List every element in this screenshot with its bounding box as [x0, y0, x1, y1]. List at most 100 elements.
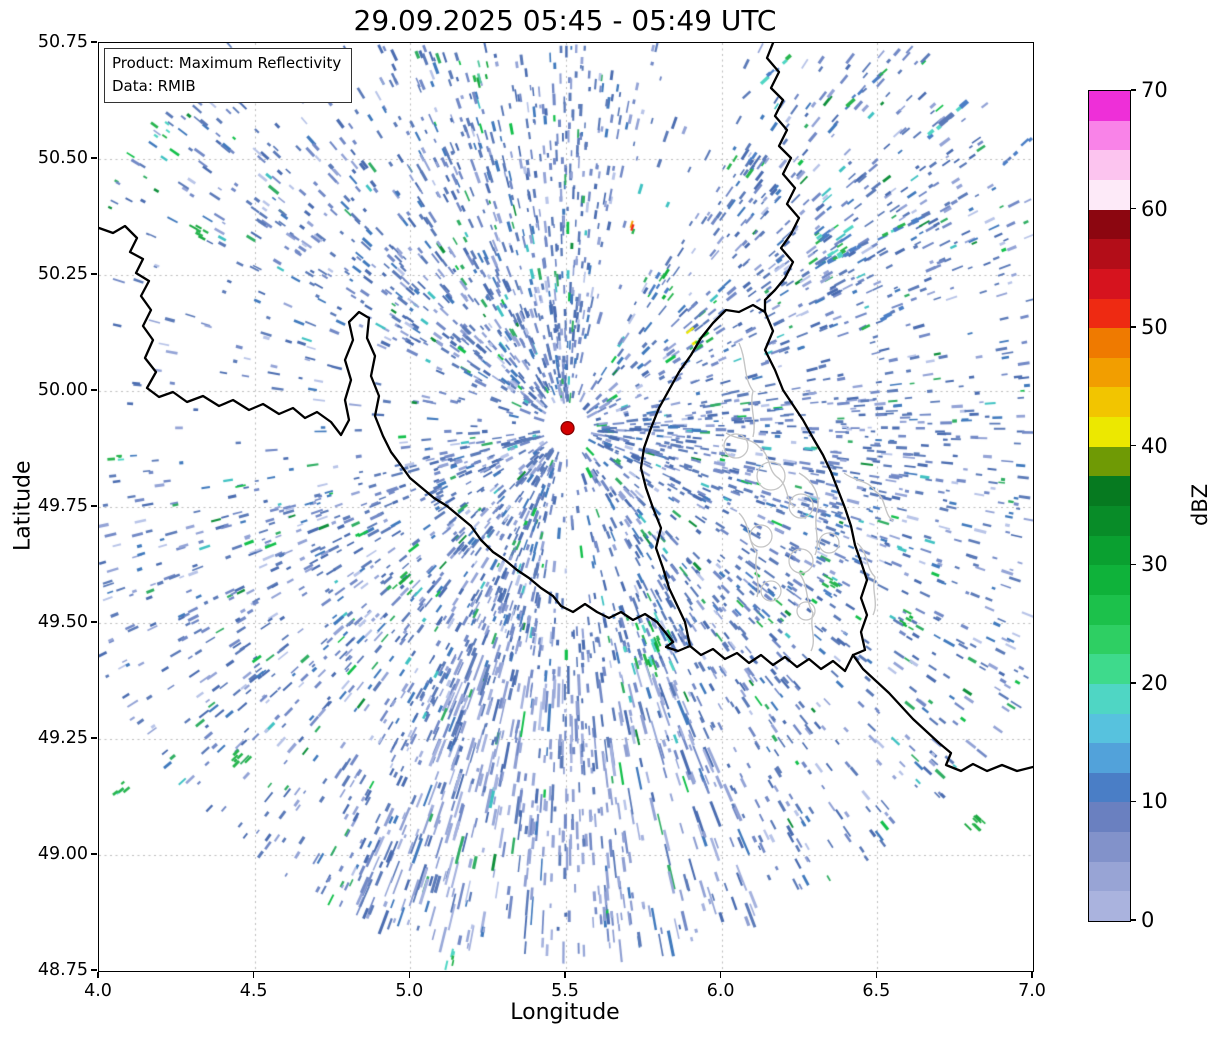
country-border-path	[639, 303, 767, 648]
colorbar-segment	[1089, 624, 1130, 655]
y-tick-mark	[90, 621, 97, 623]
x-tick-mark	[1031, 972, 1033, 978]
y-tick-label: 50.75	[37, 32, 88, 52]
admin-border-circle	[818, 532, 840, 554]
admin-border-path	[738, 512, 759, 598]
colorbar-tick-label: 20	[1141, 670, 1168, 695]
x-tick-mark	[719, 972, 722, 978]
colorbar-segment	[1089, 150, 1130, 180]
radar-echo-canvas	[99, 43, 1033, 971]
colorbar-segment	[1089, 298, 1130, 329]
y-tick-mark	[90, 389, 97, 391]
country-border-path	[99, 224, 1033, 773]
y-tick-label: 50.50	[37, 148, 88, 168]
colorbar-tick-label: 10	[1141, 789, 1168, 814]
colorbar-segment	[1089, 91, 1130, 121]
colorbar-segment	[1089, 387, 1130, 418]
colorbar-segment	[1089, 535, 1130, 566]
colorbar-segment	[1089, 772, 1130, 803]
colorbar-segment	[1089, 179, 1130, 210]
y-tick-label: 50.00	[37, 380, 88, 400]
colorbar-tick-mark	[1131, 800, 1136, 803]
admin-border-path	[725, 432, 796, 508]
y-tick-label: 49.25	[37, 728, 88, 748]
admin-border-circle	[756, 461, 786, 491]
x-tick-mark	[564, 972, 566, 978]
y-tick-mark	[90, 737, 97, 739]
figure-title: 29.09.2025 05:45 - 05:49 UTC	[353, 4, 777, 37]
colorbar-segment	[1089, 832, 1130, 862]
colorbar-segment	[1089, 506, 1130, 536]
admin-border-circle	[723, 433, 749, 459]
colorbar-tick-mark	[1131, 326, 1136, 328]
colorbar-tick-mark	[1131, 445, 1136, 447]
colorbar-segment	[1089, 120, 1130, 151]
y-tick-mark	[90, 273, 97, 275]
colorbar-segment	[1089, 565, 1130, 595]
info-data-source-line: Data: RMIB	[112, 76, 196, 95]
colorbar-segment	[1089, 357, 1130, 388]
colorbar-segment	[1089, 328, 1130, 358]
colorbar-axis-label: dBZ	[1188, 483, 1212, 527]
x-tick-label: 6.0	[706, 981, 735, 1001]
info-product-line: Product: Maximum Reflectivity	[112, 54, 342, 72]
x-tick-mark	[97, 972, 99, 978]
y-tick-label: 50.25	[37, 264, 88, 284]
colorbar-segment	[1089, 683, 1130, 714]
colorbar-segment	[1089, 713, 1130, 744]
colorbar-segment	[1089, 239, 1130, 269]
admin-border-path	[738, 342, 755, 438]
colorbar-segment	[1089, 209, 1130, 240]
admin-border-path	[798, 572, 814, 652]
admin-border-circle	[749, 524, 773, 548]
colorbar-tick-label: 60	[1141, 196, 1168, 221]
radar-site-marker	[560, 421, 575, 436]
x-tick-label: 4.0	[84, 981, 112, 1001]
x-tick-mark	[875, 972, 878, 978]
colorbar-tick-mark	[1131, 919, 1136, 921]
colorbar-segment	[1089, 476, 1130, 507]
y-tick-mark	[90, 157, 97, 159]
x-tick-label: 5.5	[551, 981, 579, 1001]
y-tick-label: 48.75	[37, 960, 88, 980]
colorbar-segment	[1089, 891, 1130, 921]
y-tick-label: 49.00	[37, 844, 88, 864]
x-tick-label: 4.5	[239, 981, 268, 1001]
country-border-path	[763, 43, 869, 657]
colorbar-segment	[1089, 802, 1130, 833]
colorbar-segment	[1089, 268, 1130, 299]
y-tick-mark	[90, 505, 97, 507]
colorbar-segment	[1089, 743, 1130, 773]
y-tick-label: 49.50	[37, 612, 88, 632]
admin-border-circle	[760, 580, 782, 602]
admin-border-path	[798, 472, 819, 556]
plot-area: Product: Maximum Reflectivity Data: RMIB	[98, 42, 1034, 972]
admin-border-circle	[788, 493, 814, 519]
colorbar-tick-label: 50	[1141, 315, 1168, 340]
info-box: Product: Maximum Reflectivity Data: RMIB	[104, 48, 353, 103]
x-tick-mark	[252, 972, 255, 978]
admin-border-path	[843, 472, 894, 522]
map-borders-svg	[99, 43, 1033, 773]
colorbar-segment	[1089, 654, 1130, 684]
y-tick-mark	[90, 853, 97, 855]
colorbar-segment	[1089, 446, 1130, 477]
colorbar-gradient	[1089, 91, 1130, 921]
y-tick-label: 49.75	[37, 496, 88, 516]
colorbar-tick-label: 70	[1141, 78, 1168, 102]
colorbar-tick-mark	[1131, 563, 1136, 565]
colorbar-segment	[1089, 861, 1130, 892]
colorbar-tick-mark	[1131, 682, 1136, 684]
y-tick-mark	[90, 41, 97, 43]
x-tick-mark	[408, 972, 411, 978]
x-tick-label: 7.0	[1018, 981, 1046, 1001]
admin-border-circle	[796, 601, 816, 621]
admin-border-path	[856, 542, 876, 616]
x-tick-label: 5.0	[395, 981, 424, 1001]
y-tick-mark	[90, 969, 97, 971]
x-tick-label: 6.5	[862, 981, 891, 1001]
colorbar-tick-mark	[1131, 207, 1136, 210]
colorbar-segment	[1089, 594, 1130, 625]
colorbar	[1088, 90, 1131, 922]
